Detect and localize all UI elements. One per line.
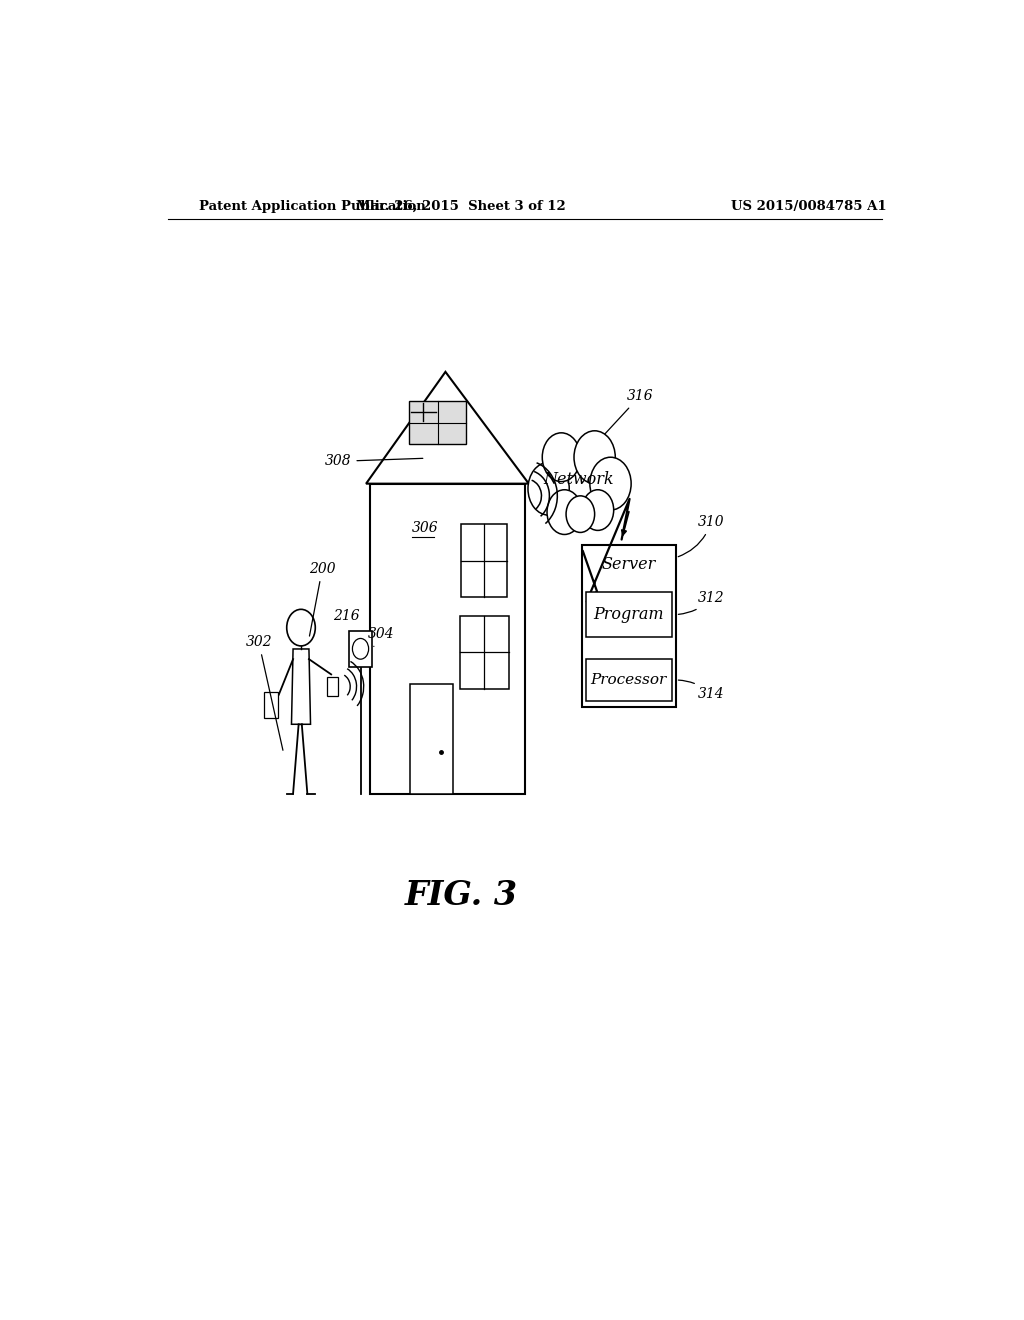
Text: 310: 310 bbox=[678, 515, 724, 557]
FancyBboxPatch shape bbox=[409, 401, 466, 444]
FancyBboxPatch shape bbox=[582, 545, 676, 708]
Circle shape bbox=[590, 457, 631, 510]
Text: Processor: Processor bbox=[591, 673, 667, 686]
FancyBboxPatch shape bbox=[460, 616, 509, 689]
Circle shape bbox=[543, 433, 581, 482]
FancyBboxPatch shape bbox=[586, 591, 672, 638]
Text: 316: 316 bbox=[597, 389, 653, 444]
Text: Patent Application Publication: Patent Application Publication bbox=[200, 199, 426, 213]
FancyBboxPatch shape bbox=[328, 677, 338, 696]
FancyBboxPatch shape bbox=[348, 631, 373, 667]
FancyBboxPatch shape bbox=[586, 659, 672, 701]
Text: US 2015/0084785 A1: US 2015/0084785 A1 bbox=[731, 199, 887, 213]
Circle shape bbox=[287, 610, 315, 645]
Text: 306: 306 bbox=[412, 521, 438, 536]
Circle shape bbox=[528, 462, 569, 515]
Text: 308: 308 bbox=[325, 454, 423, 469]
Text: Server: Server bbox=[602, 556, 656, 573]
FancyBboxPatch shape bbox=[264, 692, 278, 718]
Circle shape bbox=[582, 490, 613, 531]
Polygon shape bbox=[370, 483, 524, 793]
Text: 216: 216 bbox=[333, 609, 359, 623]
Text: Program: Program bbox=[594, 606, 664, 623]
FancyBboxPatch shape bbox=[410, 684, 454, 793]
FancyBboxPatch shape bbox=[461, 524, 507, 598]
Circle shape bbox=[566, 496, 595, 532]
Text: 302: 302 bbox=[246, 635, 283, 750]
Text: 314: 314 bbox=[678, 680, 724, 701]
Text: 304: 304 bbox=[368, 627, 394, 647]
Circle shape bbox=[549, 445, 609, 523]
Text: Network: Network bbox=[544, 471, 614, 488]
Circle shape bbox=[574, 430, 615, 483]
Circle shape bbox=[547, 490, 582, 535]
Polygon shape bbox=[367, 372, 528, 483]
Text: 200: 200 bbox=[309, 562, 336, 636]
Text: 312: 312 bbox=[678, 591, 724, 614]
Text: Mar. 26, 2015  Sheet 3 of 12: Mar. 26, 2015 Sheet 3 of 12 bbox=[356, 199, 566, 213]
Text: FIG. 3: FIG. 3 bbox=[404, 879, 518, 912]
